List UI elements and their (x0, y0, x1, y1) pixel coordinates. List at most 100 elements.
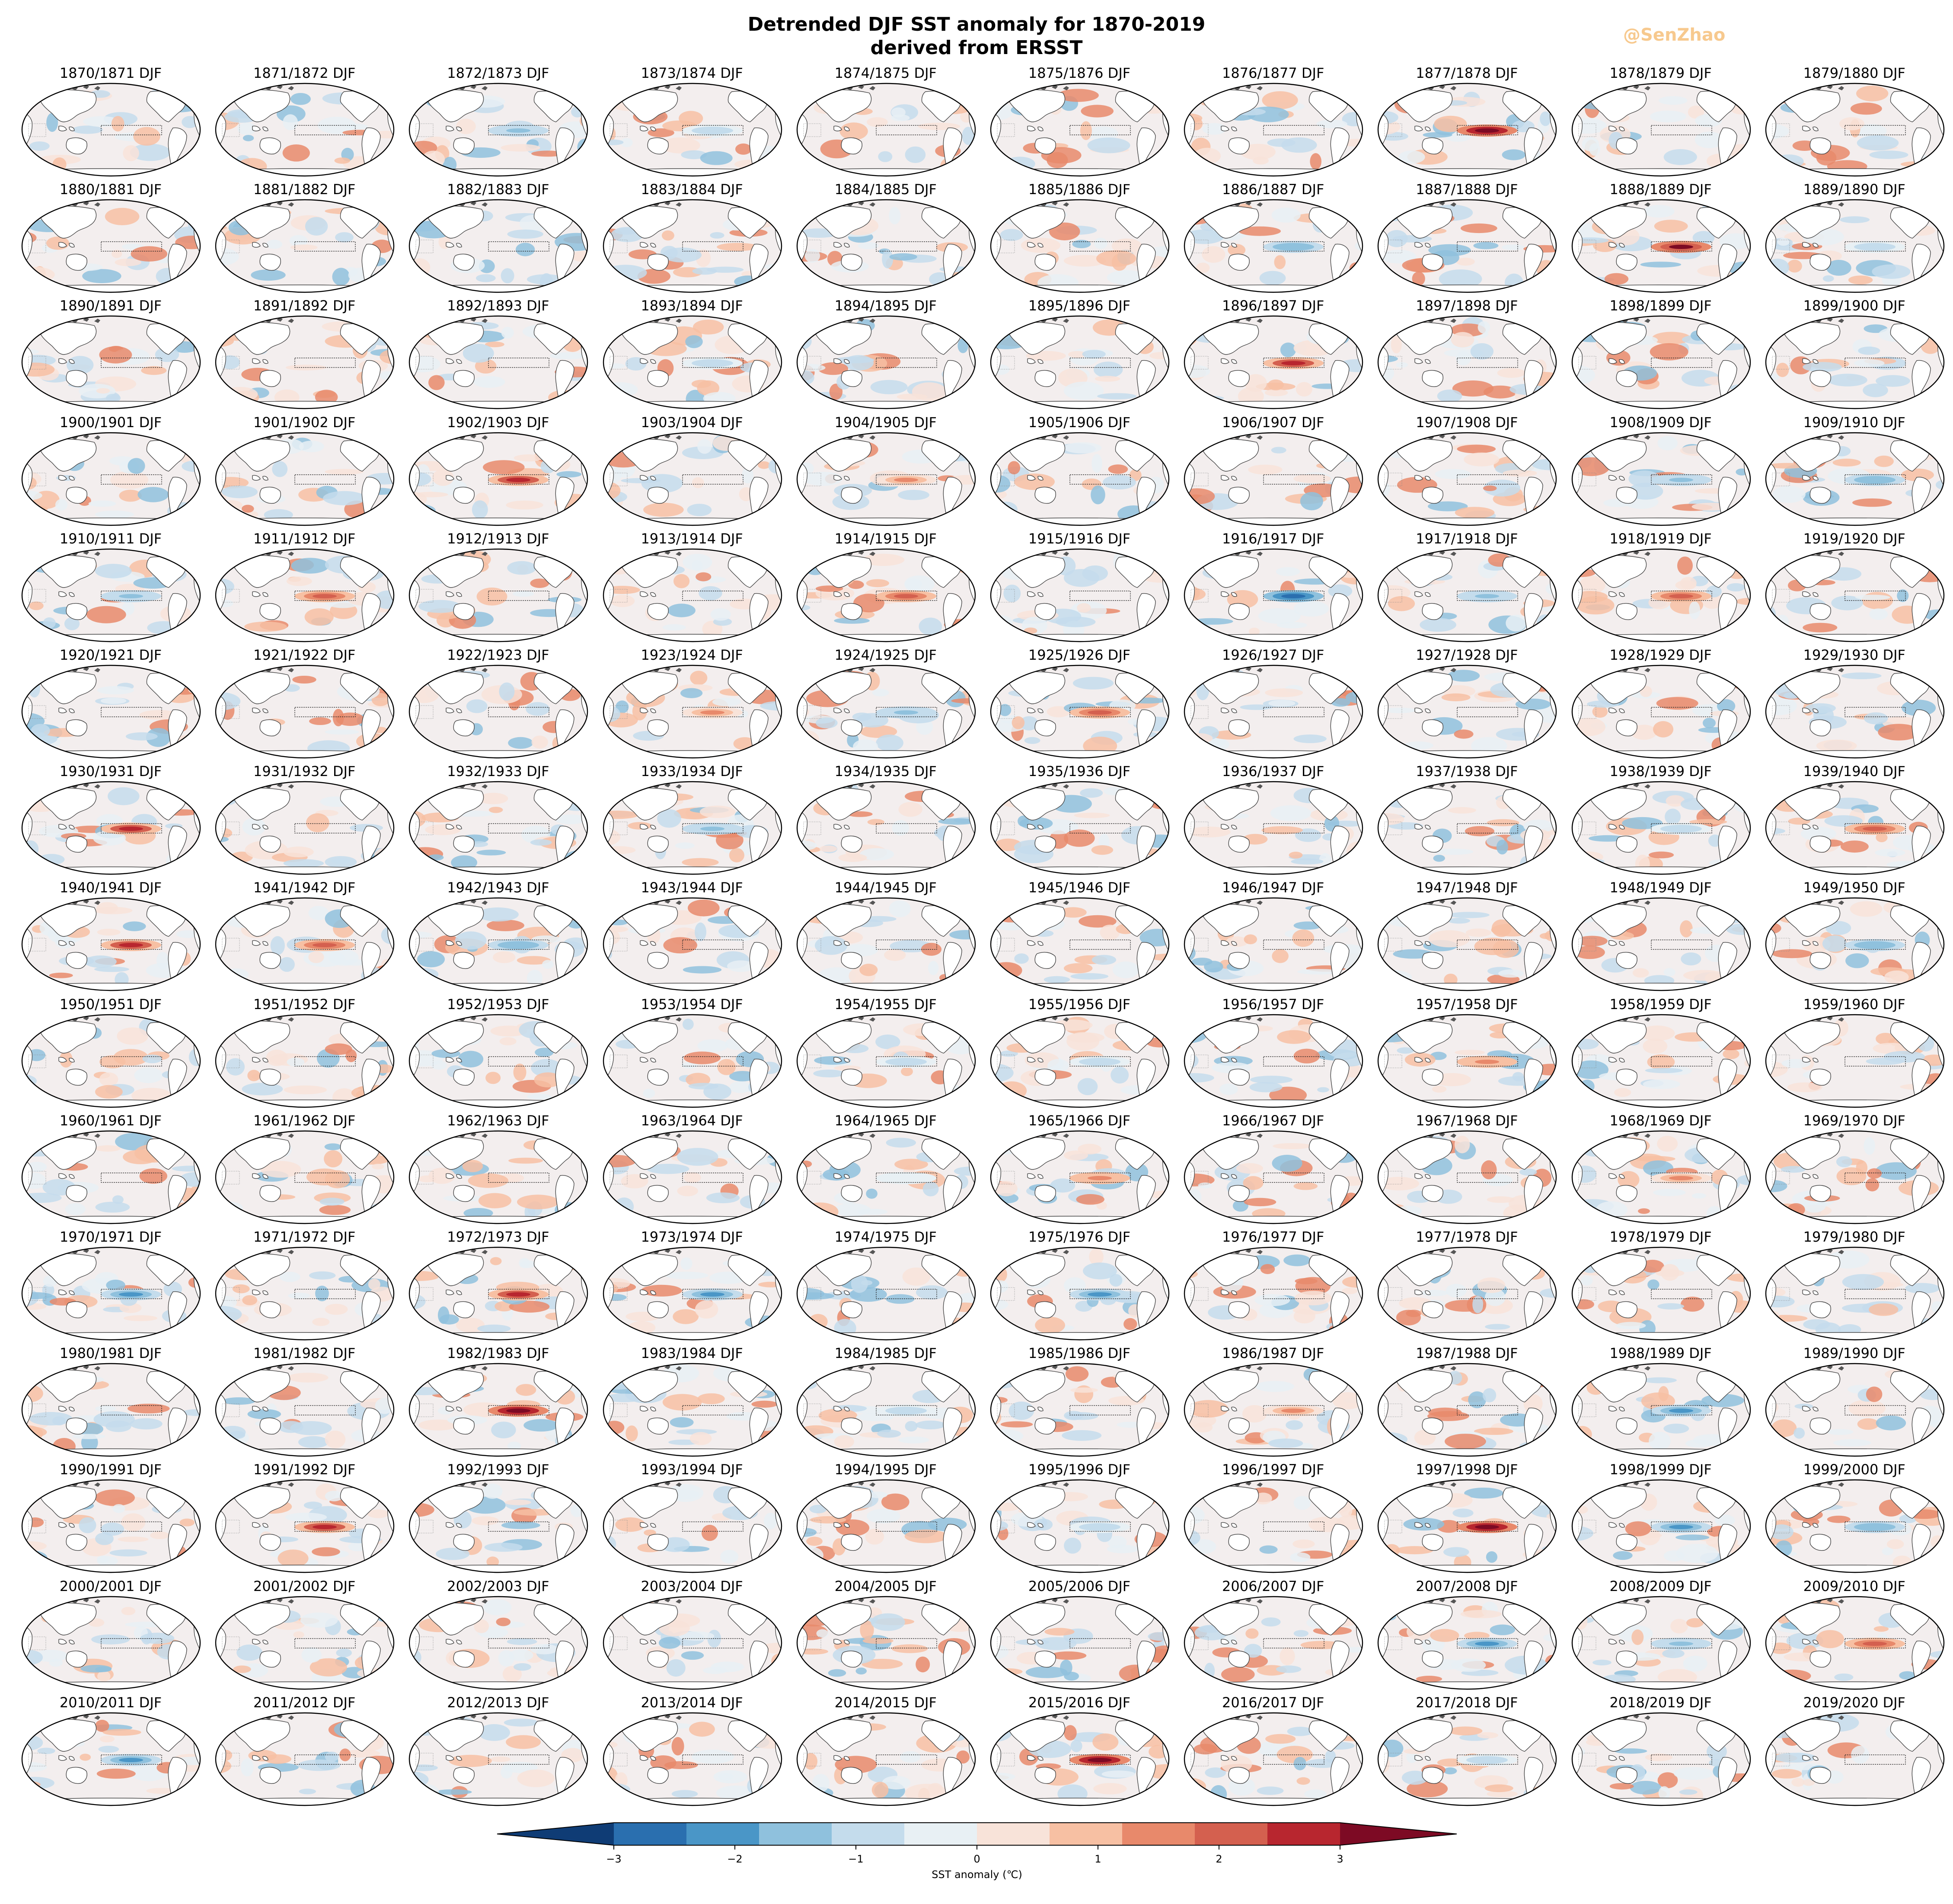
sst-anomaly-map (1571, 432, 1751, 526)
map-panel: 1918/1919 DJF (1564, 530, 1758, 646)
map-outline (603, 664, 782, 759)
panel-title: 2002/2003 DJF (447, 1578, 549, 1594)
map-outline (603, 548, 782, 642)
map-outline (1378, 1014, 1557, 1108)
map-outline (990, 1363, 1170, 1457)
map-panel: 1999/2000 DJF (1758, 1461, 1951, 1577)
sst-anomaly-map (1765, 83, 1944, 177)
map-panel: 1971/1972 DJF (207, 1229, 401, 1345)
panel-title: 1902/1903 DJF (447, 414, 549, 431)
map-panel: 1978/1979 DJF (1564, 1229, 1758, 1345)
map-panel: 1906/1907 DJF (1176, 414, 1370, 530)
map-panel: 1963/1964 DJF (595, 1112, 789, 1228)
sst-anomaly-map (603, 1014, 782, 1108)
map-outline (603, 898, 782, 991)
map-outline (603, 432, 782, 526)
sst-anomaly-map (409, 898, 588, 991)
colorbar-bin (1122, 1823, 1195, 1845)
panel-title: 1942/1943 DJF (447, 879, 549, 896)
sst-anomaly-map (409, 781, 588, 875)
map-outline (21, 316, 201, 409)
map-outline (21, 548, 201, 642)
map-outline (215, 898, 395, 991)
sst-anomaly-map (990, 1363, 1170, 1457)
map-panel: 1982/1983 DJF (401, 1345, 595, 1461)
map-outline (409, 1712, 588, 1806)
panel-title: 1901/1902 DJF (253, 414, 356, 431)
colorbar-tick-label: 1 (1095, 1853, 1101, 1865)
map-outline (796, 1130, 976, 1224)
map-panel: 1996/1997 DJF (1176, 1461, 1370, 1577)
map-outline (21, 1712, 201, 1806)
map-panel: 1899/1900 DJF (1758, 297, 1951, 413)
sst-anomaly-map (21, 83, 201, 177)
sst-anomaly-map (603, 1596, 782, 1690)
panel-title: 1994/1995 DJF (834, 1461, 937, 1478)
map-panel: 1985/1986 DJF (983, 1345, 1176, 1461)
panel-title: 1971/1972 DJF (253, 1229, 356, 1245)
map-panel: 1880/1881 DJF (14, 181, 207, 297)
map-panel: 1948/1949 DJF (1564, 879, 1758, 995)
map-panel: 1981/1982 DJF (207, 1345, 401, 1461)
panel-title: 1906/1907 DJF (1222, 414, 1324, 431)
map-panel: 1958/1959 DJF (1564, 996, 1758, 1112)
map-outline (796, 1363, 976, 1457)
map-outline (1765, 664, 1944, 759)
sst-anomaly-map (1184, 898, 1363, 991)
sst-anomaly-map (990, 316, 1170, 409)
panel-title: 1915/1916 DJF (1028, 530, 1131, 547)
map-panel: 2001/2002 DJF (207, 1578, 401, 1694)
panel-title: 1973/1974 DJF (641, 1229, 743, 1245)
panel-title: 1989/1990 DJF (1803, 1345, 1905, 1362)
map-panel: 2002/2003 DJF (401, 1578, 595, 1694)
map-outline (603, 1014, 782, 1108)
panel-title: 1898/1899 DJF (1609, 297, 1712, 314)
sst-anomaly-map (1765, 664, 1944, 759)
map-outline (1571, 83, 1751, 177)
panel-title: 1940/1941 DJF (59, 879, 162, 896)
panel-title: 1878/1879 DJF (1609, 65, 1712, 81)
map-outline (215, 199, 395, 293)
panel-title: 1909/1910 DJF (1803, 414, 1905, 431)
panel-title: 1993/1994 DJF (641, 1461, 743, 1478)
sst-anomaly-map (796, 1479, 976, 1573)
map-panel: 1898/1899 DJF (1564, 297, 1758, 413)
map-outline (796, 664, 976, 759)
sst-anomaly-map (796, 316, 976, 409)
sst-anomaly-map (1378, 1130, 1557, 1224)
map-panel: 1989/1990 DJF (1758, 1345, 1951, 1461)
map-panel: 2017/2018 DJF (1370, 1694, 1564, 1810)
sst-anomaly-map (409, 1712, 588, 1806)
map-panel: 1900/1901 DJF (14, 414, 207, 530)
map-panel: 2009/2010 DJF (1758, 1578, 1951, 1694)
sst-anomaly-map (1378, 1014, 1557, 1108)
sst-anomaly-map (796, 1014, 976, 1108)
colorbar-tick-label: −3 (606, 1853, 621, 1865)
map-panel: 1876/1877 DJF (1176, 65, 1370, 181)
sst-anomaly-map (1765, 1479, 1944, 1573)
panel-title: 1957/1958 DJF (1416, 996, 1518, 1013)
map-panel: 1935/1936 DJF (983, 763, 1176, 879)
sst-anomaly-map (409, 1014, 588, 1108)
colorbar-bin (832, 1823, 905, 1845)
map-panel: 1964/1965 DJF (789, 1112, 983, 1228)
sst-anomaly-map (796, 199, 976, 293)
sst-anomaly-map (796, 1130, 976, 1224)
map-panel: 1941/1942 DJF (207, 879, 401, 995)
map-panel: 1972/1973 DJF (401, 1229, 595, 1345)
map-outline (796, 1014, 976, 1108)
panel-title: 1968/1969 DJF (1609, 1112, 1712, 1129)
panel-title: 2018/2019 DJF (1609, 1694, 1712, 1711)
sst-anomaly-map (990, 432, 1170, 526)
panel-title: 1870/1871 DJF (59, 65, 162, 81)
panel-title: 1978/1979 DJF (1609, 1229, 1712, 1245)
sst-anomaly-map (215, 1014, 395, 1108)
sst-anomaly-map (603, 1246, 782, 1341)
sst-anomaly-map (215, 1130, 395, 1224)
map-panel: 2006/2007 DJF (1176, 1578, 1370, 1694)
map-panel: 1968/1969 DJF (1564, 1112, 1758, 1228)
panel-title: 2005/2006 DJF (1028, 1578, 1131, 1594)
map-outline (603, 1363, 782, 1457)
panel-title: 2016/2017 DJF (1222, 1694, 1324, 1711)
colorbar-bin (904, 1823, 977, 1845)
